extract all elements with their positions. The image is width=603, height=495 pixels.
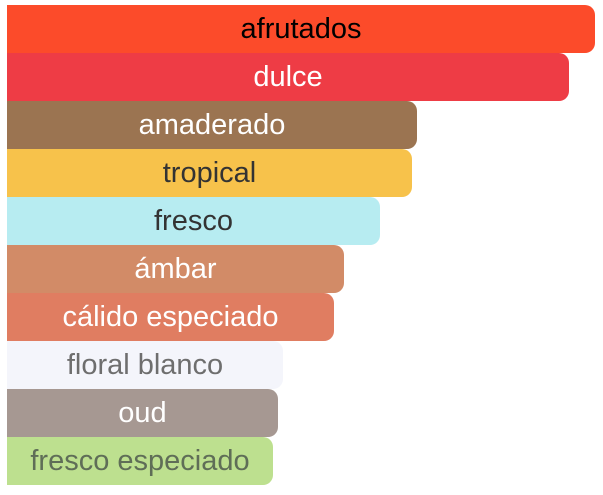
accord-label: fresco (154, 204, 233, 237)
accord-label: floral blanco (66, 348, 224, 381)
accord-label: tropical (162, 156, 257, 189)
accord-bar: dulce (7, 53, 569, 101)
main-accords-list: afrutados dulce amaderado tropical fresco ámb… (7, 5, 603, 485)
accord-label: fresco especiado (30, 444, 250, 477)
accord-label: afrutados (240, 12, 362, 45)
accord-bar: cálido especiado (7, 293, 334, 341)
accord-bar: floral blanco (7, 341, 283, 389)
accord-bar: fresco especiado (7, 437, 273, 485)
accord-bar: tropical (7, 149, 412, 197)
accord-bar: amaderado (7, 101, 417, 149)
accord-label: ámbar (134, 252, 217, 285)
accord-label: oud (118, 396, 167, 429)
accord-bar: oud (7, 389, 278, 437)
accord-bar: fresco (7, 197, 380, 245)
accord-label: dulce (253, 60, 323, 93)
accord-label: cálido especiado (62, 300, 279, 333)
accord-label: amaderado (138, 108, 286, 141)
accord-bar: afrutados (7, 5, 595, 53)
accord-bar: ámbar (7, 245, 344, 293)
